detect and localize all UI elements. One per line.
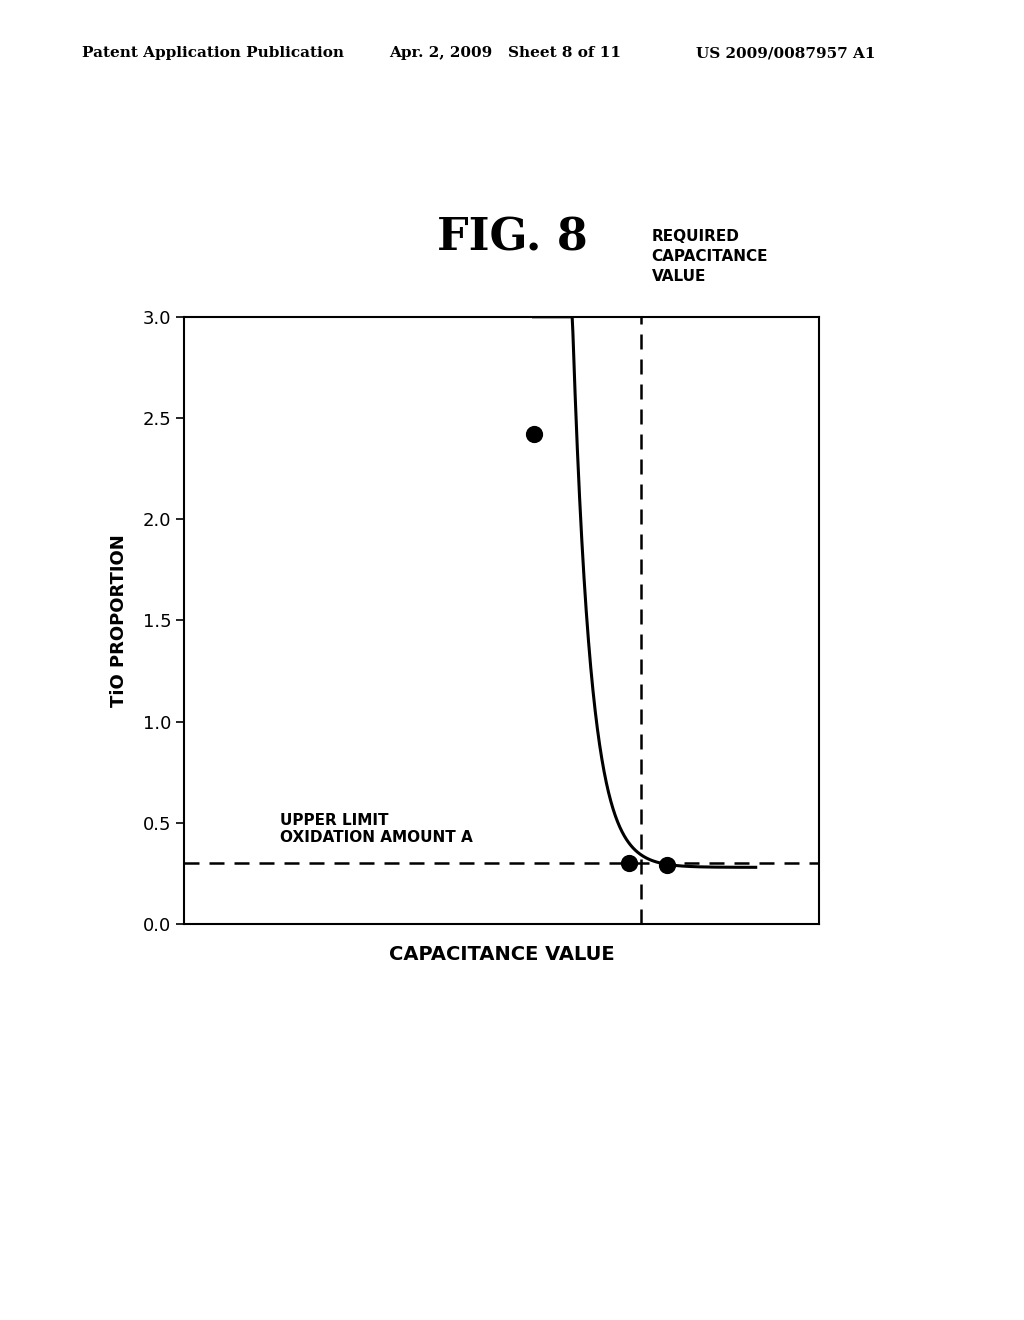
Point (621, 853, 637, 874)
Text: US 2009/0087957 A1: US 2009/0087957 A1 (696, 46, 876, 61)
Y-axis label: TiO PROPORTION: TiO PROPORTION (111, 535, 128, 706)
Text: Patent Application Publication: Patent Application Publication (82, 46, 344, 61)
Text: FIG. 8: FIG. 8 (436, 216, 588, 259)
Point (658, 855, 675, 876)
Text: REQUIRED
CAPACITANCE
VALUE: REQUIRED CAPACITANCE VALUE (651, 230, 768, 284)
Text: Apr. 2, 2009   Sheet 8 of 11: Apr. 2, 2009 Sheet 8 of 11 (389, 46, 622, 61)
X-axis label: CAPACITANCE VALUE: CAPACITANCE VALUE (389, 945, 614, 964)
Text: UPPER LIMIT
OXIDATION AMOUNT A: UPPER LIMIT OXIDATION AMOUNT A (280, 813, 472, 845)
Point (525, 424, 542, 445)
